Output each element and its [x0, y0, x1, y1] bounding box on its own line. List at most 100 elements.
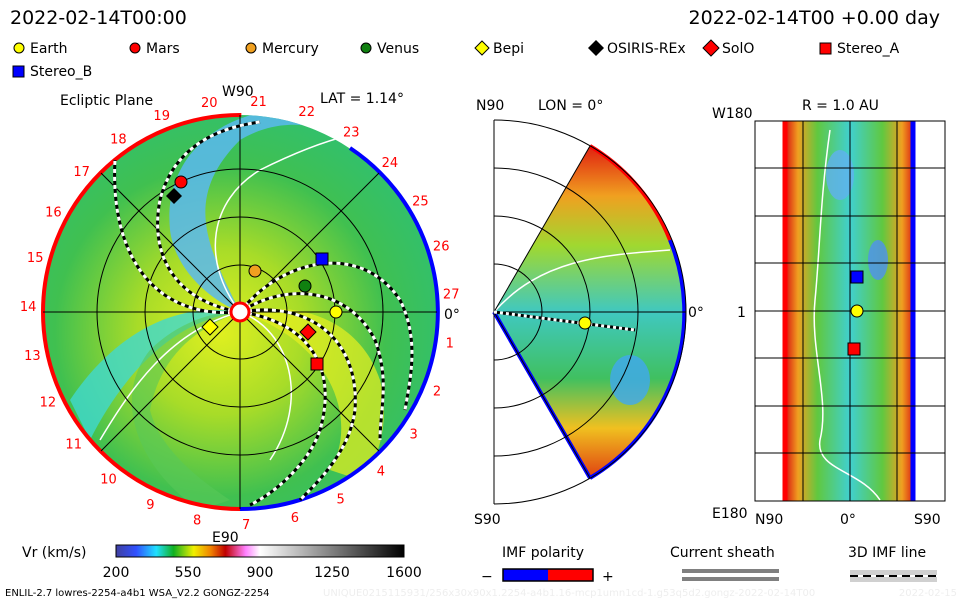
- carrington-label: 16: [45, 205, 62, 220]
- carrington-label: 17: [73, 165, 90, 180]
- imf-line-legend: 3D IMF line: [848, 545, 937, 582]
- solo-marker: [299, 323, 317, 341]
- venus-marker-icon: [360, 42, 372, 54]
- current-sheath-title: Current sheath: [670, 545, 775, 561]
- colorbar-tick: 1250: [314, 565, 350, 581]
- imf-positive-swatch: [548, 569, 593, 581]
- r1au-x-label: N90: [755, 512, 783, 528]
- mercury-marker: [248, 264, 262, 278]
- colorbar-tick: 1600: [386, 565, 422, 581]
- r1au-x-label: 0°: [840, 512, 856, 528]
- stereo-b-marker: [315, 252, 329, 266]
- carrington-label: 20: [201, 96, 218, 111]
- stereo-a-marker-r1au: [847, 342, 861, 356]
- carrington-label: 25: [412, 195, 429, 210]
- carrington-label: 13: [24, 349, 41, 364]
- carrington-label: 12: [40, 396, 57, 411]
- imf-line-title: 3D IMF line: [848, 545, 926, 561]
- bepi-marker-icon: [474, 40, 490, 56]
- carrington-label: 5: [336, 493, 344, 508]
- meridional-panel: N90 LON = 0° 0° S90: [474, 98, 704, 528]
- mars-marker-icon: [129, 42, 141, 54]
- venus-marker: [298, 279, 312, 293]
- colorbar-tick: 550: [175, 565, 202, 581]
- legend-label: Earth: [30, 41, 68, 57]
- r1au-x-label: S90: [914, 512, 941, 528]
- current-sheath-legend: Current sheath: [670, 545, 779, 581]
- stereo-a-marker: [310, 357, 324, 371]
- run-time-title: 2022-02-14T00 +0.00 day: [689, 7, 940, 29]
- legend-mercury: Mercury: [245, 41, 319, 57]
- carrington-label: 15: [27, 251, 44, 266]
- model-info: ENLIL-2.7 lowres-2254-a4b1 WSA_V2.2 GONG…: [5, 588, 270, 599]
- r1au-grid: [754, 120, 946, 502]
- meridional-top-label: N90: [476, 98, 504, 114]
- meridional-polarity-south: [588, 239, 687, 480]
- r1au-bottom-left-label: E180: [712, 506, 748, 522]
- imf-lines: [113, 120, 414, 507]
- colorbar-gradient: [115, 544, 405, 558]
- colorbar-label: Vr (km/s): [22, 545, 86, 561]
- meridional-bottom-label: S90: [474, 512, 501, 528]
- ecliptic-bottom-label: E90: [212, 530, 239, 546]
- ecliptic-bodies: [166, 175, 343, 371]
- carrington-label: 2: [433, 384, 441, 399]
- ecliptic-plane-panel: Ecliptic Plane W90 LAT = 1.14°: [20, 84, 460, 546]
- colorbar-tick: 900: [247, 565, 274, 581]
- carrington-label: 10: [100, 472, 117, 487]
- vr-colorbar: Vr (km/s) 200 550 900 1250 1600: [22, 544, 422, 581]
- carrington-label: 27: [443, 288, 460, 303]
- colorbar-tick: 200: [103, 565, 130, 581]
- ecliptic-right-label: 0°: [444, 307, 460, 323]
- legend-label: Bepi: [493, 41, 524, 57]
- earth-marker: [329, 305, 343, 319]
- carrington-label: 22: [298, 105, 315, 120]
- imf-plus-label: +: [602, 569, 614, 585]
- footer-date: 2022-02-15: [899, 588, 957, 599]
- ecliptic-polarity-east: [239, 146, 440, 512]
- carrington-label: 3: [410, 428, 418, 443]
- ecliptic-title: Ecliptic Plane: [60, 93, 153, 109]
- stereo-a-marker-icon: [819, 42, 832, 55]
- legend-label: Mercury: [262, 41, 319, 57]
- legend: Earth Mars Mercury Venus Bepi OSIRIS-REx…: [12, 39, 900, 80]
- legend-venus: Venus: [360, 41, 419, 57]
- current-sheath-swatch: [682, 569, 779, 573]
- carrington-label: 24: [382, 156, 399, 171]
- imf-polarity-legend: IMF polarity − +: [481, 545, 614, 585]
- legend-mars: Mars: [129, 41, 180, 57]
- carrington-label: 18: [110, 132, 127, 147]
- mars-marker: [174, 175, 188, 189]
- carrington-label: 4: [377, 464, 385, 479]
- sun-icon: [229, 301, 251, 323]
- legend-bepi: Bepi: [474, 40, 524, 57]
- earth-marker-r1au: [850, 304, 864, 318]
- earth-marker-meridional: [578, 316, 592, 330]
- carrington-label: 14: [20, 300, 37, 315]
- earth-marker-icon: [13, 42, 25, 54]
- legend-solo: SolO: [702, 39, 754, 57]
- ecliptic-top-label: W90: [222, 84, 254, 100]
- legend-label: Mars: [146, 41, 180, 57]
- meridional-right-label: 0°: [688, 305, 704, 321]
- meridional-grid: [493, 119, 687, 505]
- imf-polarity-title: IMF polarity: [502, 545, 584, 561]
- carrington-label: 11: [65, 438, 82, 453]
- legend-label: Stereo_A: [837, 41, 900, 57]
- bepi-marker: [201, 318, 219, 336]
- r1au-top-left-label: W180: [712, 106, 753, 122]
- legend-label: SolO: [722, 41, 754, 57]
- carrington-label: 9: [146, 498, 154, 513]
- imf-negative-swatch: [503, 569, 548, 581]
- carrington-label: 8: [193, 514, 201, 529]
- legend-osiris-rex: OSIRIS-REx: [588, 40, 686, 57]
- meridional-title: LON = 0°: [538, 98, 603, 114]
- imf-minus-label: −: [481, 569, 493, 585]
- legend-label: Stereo_B: [30, 64, 92, 80]
- legend-earth: Earth: [13, 41, 68, 57]
- legend-label: OSIRIS-REx: [607, 41, 686, 57]
- datetime-title: 2022-02-14T00:00: [10, 7, 187, 29]
- stereo-b-marker-icon: [12, 65, 25, 78]
